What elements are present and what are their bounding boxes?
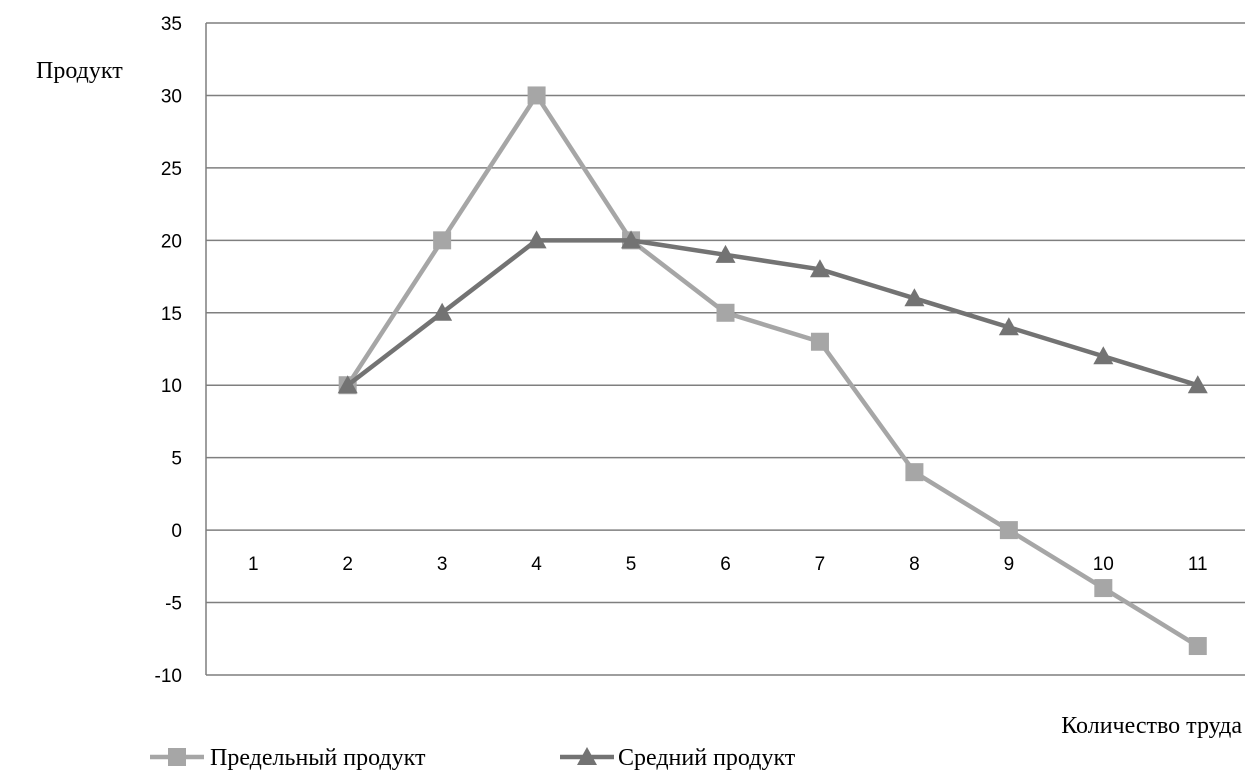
x-tick-label: 9 <box>1004 554 1015 575</box>
data-point <box>527 86 546 105</box>
data-point <box>809 259 830 278</box>
data-point <box>716 303 735 322</box>
data-point <box>1187 375 1208 394</box>
y-tick-label: -10 <box>155 666 182 687</box>
data-point <box>1093 346 1114 365</box>
series-2 <box>337 230 1208 394</box>
data-point <box>526 230 547 249</box>
x-tick-label: 11 <box>1188 554 1208 575</box>
y-tick-label: 0 <box>171 521 182 542</box>
series-line <box>346 238 1199 388</box>
y-axis-title: Продукт <box>36 58 123 84</box>
legend-label: Предельный продукт <box>210 745 426 771</box>
legend-item: Предельный продукт <box>150 745 426 771</box>
y-tick-label: 15 <box>161 304 182 325</box>
x-tick-label: 10 <box>1093 554 1114 575</box>
x-tick-label: 8 <box>909 554 920 575</box>
series-1 <box>338 86 1207 656</box>
data-point <box>905 463 924 482</box>
legend: Предельный продукт Средний продукт <box>150 745 796 771</box>
legend-label: Средний продукт <box>618 745 796 771</box>
data-point <box>432 302 453 321</box>
data-point <box>810 332 829 351</box>
series-line <box>345 93 1199 648</box>
x-tick-label: 4 <box>531 554 542 575</box>
data-point <box>1188 637 1207 656</box>
legend-marker <box>577 747 597 765</box>
x-tick-label: 2 <box>342 554 353 575</box>
series-layer <box>337 86 1208 656</box>
y-tick-label: -5 <box>165 594 182 615</box>
data-point <box>999 521 1018 540</box>
x-tick-label: 3 <box>437 554 448 575</box>
x-tick-label: 1 <box>248 554 259 575</box>
y-tick-label: 35 <box>161 14 182 35</box>
data-point <box>1094 579 1113 598</box>
data-point <box>998 317 1019 336</box>
data-point <box>904 288 925 307</box>
y-axis-ticks: 35 30 25 20 15 10 5 0 -5 -10 <box>155 14 182 687</box>
y-tick-label: 5 <box>171 449 182 470</box>
x-tick-label: 6 <box>720 554 731 575</box>
x-tick-label: 5 <box>626 554 637 575</box>
x-tick-label: 7 <box>815 554 826 575</box>
data-point <box>337 375 358 394</box>
y-tick-label: 10 <box>161 376 182 397</box>
x-axis-ticks: 1 2 3 4 5 6 7 8 9 10 11 <box>248 554 1208 575</box>
x-axis-title: Количество труда <box>1061 713 1242 739</box>
y-tick-label: 20 <box>161 231 182 252</box>
legend-marker <box>168 748 186 766</box>
data-point <box>715 244 736 263</box>
y-tick-label: 30 <box>161 86 182 107</box>
data-point <box>433 231 452 250</box>
y-tick-label: 25 <box>161 159 182 180</box>
legend-item: Средний продукт <box>560 745 796 771</box>
data-point <box>621 230 642 249</box>
